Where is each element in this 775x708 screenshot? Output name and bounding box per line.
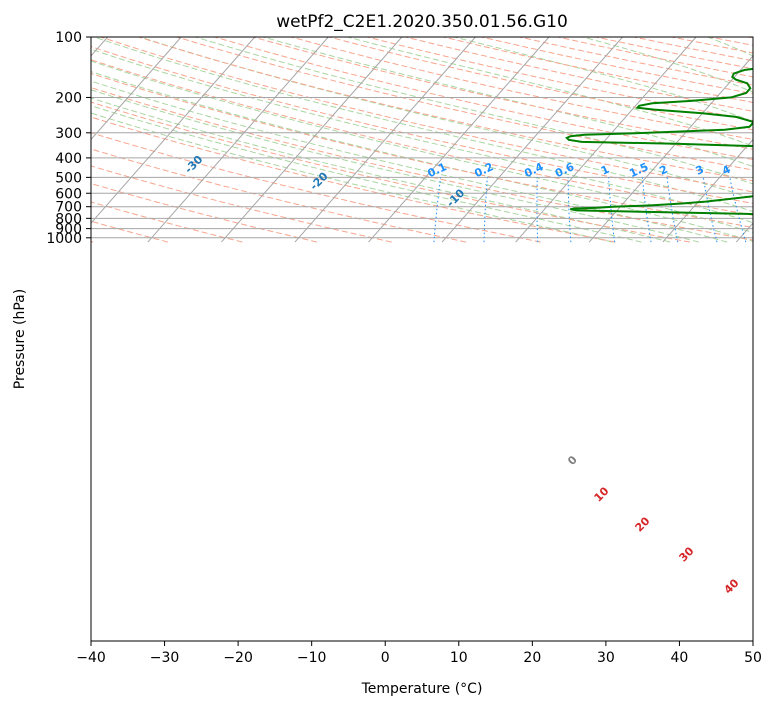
plot-area: 0.10.20.40.611.52346810131620253036-100-… xyxy=(0,37,775,641)
moist-adiabat-line xyxy=(347,37,753,147)
x-tick-label: −20 xyxy=(223,650,253,666)
dry-adiabat-line xyxy=(100,37,753,193)
moist-adiabat-line xyxy=(91,80,728,243)
isotherm-line xyxy=(368,37,550,243)
x-tick-label: 40 xyxy=(671,650,689,666)
mixing-ratio-line xyxy=(641,177,652,243)
dry-adiabat-line xyxy=(91,72,753,228)
x-tick-label: −30 xyxy=(150,650,180,666)
y-tick-label: 700 xyxy=(55,200,82,216)
y-tick-label: 200 xyxy=(55,90,82,106)
moist-adiabat-line xyxy=(91,105,642,243)
x-tick-label: 0 xyxy=(381,650,390,666)
reference-curve xyxy=(0,37,5,242)
y-axis-label: Pressure (hPa) xyxy=(12,289,28,389)
y-tick-label: 300 xyxy=(55,126,82,142)
mixing-ratio-line xyxy=(729,177,747,243)
x-tick-label: 20 xyxy=(523,650,541,666)
moist-adiabat-line xyxy=(91,97,671,243)
isotherm-line xyxy=(221,37,403,243)
mixing-ratio-line xyxy=(483,177,488,243)
dry-adiabat-line xyxy=(91,59,753,216)
y-tick-label: 400 xyxy=(55,151,82,167)
moist-adiabat-line xyxy=(91,112,613,243)
mixing-ratio-line xyxy=(433,177,442,243)
dry-adiabat-line xyxy=(329,37,753,131)
mixing-ratio-line xyxy=(666,177,679,243)
y-tick-label: 500 xyxy=(55,170,82,186)
y-tick-label: 100 xyxy=(55,30,82,46)
x-axis-label: Temperature (°C) xyxy=(361,681,483,697)
isotherm-line xyxy=(515,37,697,243)
dry-adiabat-line xyxy=(91,148,467,243)
dry-adiabat-line xyxy=(290,37,753,140)
moist-adiabat-line xyxy=(140,37,753,200)
dry-adiabat-line xyxy=(91,132,541,243)
x-axis: −40 −30 −20 −10 0 10 20 30 40 50 xyxy=(76,641,762,666)
mixing-ratio-line xyxy=(608,177,616,243)
isotherm-line xyxy=(91,37,182,141)
x-tick-label: 50 xyxy=(744,650,762,666)
y-tick-label: 600 xyxy=(55,186,82,202)
x-tick-label: 10 xyxy=(450,650,468,666)
chart-title: wetPf2_C2E1.2020.350.01.56.G10 xyxy=(276,12,568,32)
mixing-ratio-line xyxy=(769,177,775,242)
dry-adiabat-line xyxy=(91,165,392,243)
plot-frame xyxy=(90,36,754,642)
x-tick-label: −40 xyxy=(76,650,106,666)
isotherm-line xyxy=(147,37,329,243)
dewpoint-line xyxy=(565,67,753,216)
y-tick-label: 900 xyxy=(55,222,82,238)
moist-adiabat-line xyxy=(91,71,753,242)
dry-adiabat-line xyxy=(91,220,168,243)
dry-adiabat-line xyxy=(91,183,318,243)
x-tick-label: −10 xyxy=(297,650,327,666)
isotherm-line xyxy=(441,37,623,243)
dry-adiabat-line xyxy=(91,116,616,243)
moist-adiabat-line xyxy=(94,37,753,212)
x-tick-label: 30 xyxy=(597,650,615,666)
dry-adiabat-line xyxy=(91,101,690,243)
moist-adiabat-line xyxy=(91,89,699,243)
isotherm-line xyxy=(91,37,256,224)
y-tick-label: 800 xyxy=(55,211,82,227)
moist-adiabat-line xyxy=(263,37,753,168)
mixing-ratio-lines xyxy=(433,177,775,243)
moist-adiabat-line xyxy=(91,60,753,234)
dry-adiabat-line xyxy=(0,37,19,242)
dry-adiabat-line xyxy=(138,37,753,182)
isotherm-line xyxy=(294,37,476,243)
mixing-ratio-line xyxy=(567,177,572,243)
y-tick-label: 1000 xyxy=(46,231,82,247)
mixing-ratio-line xyxy=(702,177,718,243)
dry-adiabat-line xyxy=(91,201,243,243)
dry-adiabat-line xyxy=(176,37,753,171)
isotherm-line xyxy=(0,37,34,242)
dry-adiabat-line xyxy=(91,46,753,204)
mixing-ratio-label: 6 xyxy=(759,163,772,178)
mixing-ratio-line xyxy=(536,177,539,243)
